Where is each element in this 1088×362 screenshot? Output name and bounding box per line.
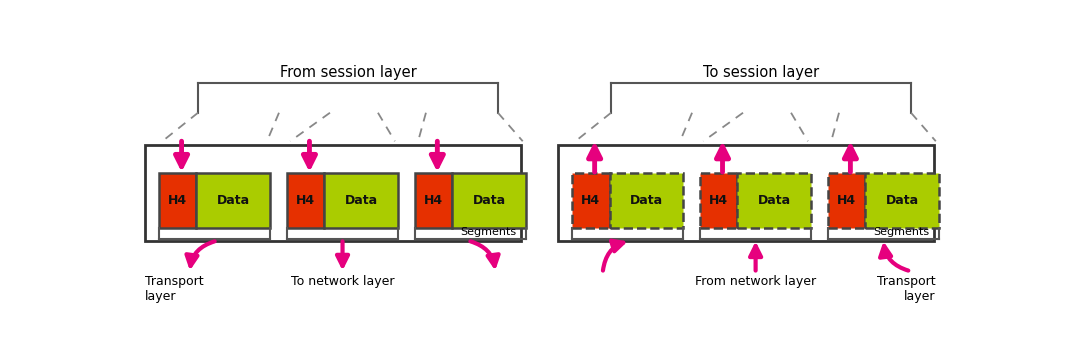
Text: Data: Data [630, 194, 663, 207]
Text: Segments: Segments [874, 227, 929, 237]
Bar [453, 173, 526, 228]
Text: H4: H4 [296, 194, 316, 207]
Bar [558, 145, 935, 241]
Text: H4: H4 [581, 194, 601, 207]
Bar [609, 173, 683, 228]
Bar [865, 173, 939, 228]
Text: H4: H4 [709, 194, 728, 207]
Text: Data: Data [886, 194, 918, 207]
Bar [828, 173, 865, 228]
Bar [197, 173, 270, 228]
Text: Data: Data [472, 194, 506, 207]
Text: H4: H4 [837, 194, 856, 207]
Text: Segments: Segments [460, 227, 517, 237]
Bar [738, 173, 811, 228]
Text: H4: H4 [424, 194, 443, 207]
Bar [415, 173, 453, 228]
Text: Data: Data [217, 194, 250, 207]
Text: From session layer: From session layer [280, 66, 417, 80]
Text: From network layer: From network layer [695, 275, 816, 288]
Bar [701, 173, 738, 228]
Text: Data: Data [345, 194, 378, 207]
Text: H4: H4 [169, 194, 187, 207]
Text: To session layer: To session layer [703, 66, 819, 80]
Bar [287, 173, 324, 228]
Text: To network layer: To network layer [290, 275, 394, 288]
Bar [572, 173, 609, 228]
Bar [324, 173, 398, 228]
Bar [146, 145, 521, 241]
Bar [159, 173, 197, 228]
Text: Transport
layer: Transport layer [146, 275, 203, 303]
Text: Transport
layer: Transport layer [877, 275, 936, 303]
Text: Data: Data [757, 194, 791, 207]
